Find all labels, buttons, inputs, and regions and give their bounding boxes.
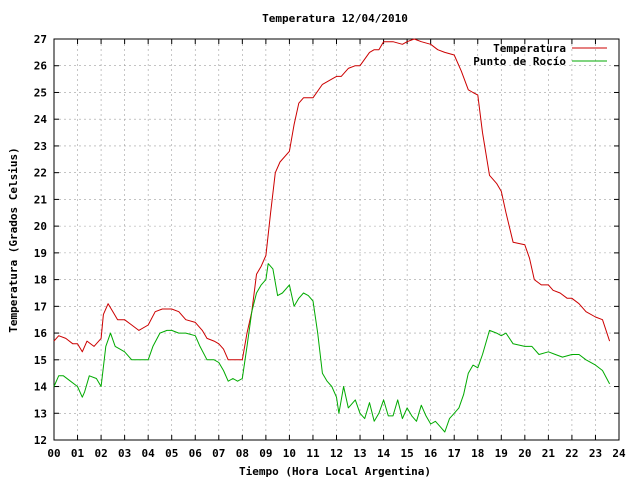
y-tick-label: 21 <box>34 193 48 206</box>
punto-de-rocio-line <box>53 263 611 433</box>
x-tick-label: 22 <box>565 447 578 460</box>
legend-label: Temperatura <box>493 42 566 55</box>
x-tick-label: 09 <box>259 447 272 460</box>
x-tick-label: 08 <box>236 447 249 460</box>
x-tick-label: 14 <box>377 447 391 460</box>
x-tick-label: 15 <box>401 447 414 460</box>
x-tick-label: 20 <box>518 447 531 460</box>
x-tick-label: 24 <box>612 447 626 460</box>
y-tick-label: 12 <box>34 434 47 447</box>
x-tick-label: 19 <box>495 447 508 460</box>
x-axis: 00 01 02 03 04 05 06 07 08 09 10 11 12 13 14 15 16 17 18 19… <box>47 39 626 460</box>
y-tick-label: 19 <box>34 247 47 260</box>
y-tick-label: 27 <box>34 33 47 46</box>
series-lines <box>53 38 611 433</box>
y-tick-label: 26 <box>34 60 48 73</box>
temperatura-line <box>53 38 611 361</box>
x-tick-label: 16 <box>424 447 438 460</box>
y-axis: 12 13 14 15 16 17 18 19 20 21 22 23 24 25 26 27 <box>34 33 619 447</box>
x-tick-label: 03 <box>118 447 131 460</box>
x-tick-label: 07 <box>212 447 225 460</box>
x-tick-label: 01 <box>71 447 85 460</box>
y-tick-label: 24 <box>34 113 48 126</box>
y-tick-label: 22 <box>34 167 47 180</box>
y-tick-label: 25 <box>34 86 47 99</box>
x-tick-label: 18 <box>471 447 484 460</box>
legend-label: Punto de Rocío <box>473 55 566 68</box>
x-tick-label: 13 <box>353 447 366 460</box>
y-tick-label: 13 <box>34 407 47 420</box>
x-tick-label: 04 <box>142 447 156 460</box>
grid-lines <box>54 39 619 440</box>
x-axis-label: Tiempo (Hora Local Argentina) <box>239 465 431 478</box>
y-tick-label: 23 <box>34 140 47 153</box>
y-tick-label: 18 <box>34 274 47 287</box>
x-tick-label: 21 <box>542 447 556 460</box>
y-tick-label: 14 <box>34 381 48 394</box>
x-tick-label: 06 <box>189 447 203 460</box>
y-axis-label: Temperatura (Grados Celsius) <box>7 147 20 332</box>
x-tick-label: 17 <box>448 447 461 460</box>
x-tick-label: 23 <box>589 447 602 460</box>
x-tick-label: 10 <box>283 447 296 460</box>
y-tick-label: 20 <box>34 220 47 233</box>
x-tick-label: 05 <box>165 447 178 460</box>
y-tick-label: 15 <box>34 354 47 367</box>
x-tick-label: 00 <box>47 447 60 460</box>
y-tick-label: 17 <box>34 300 47 313</box>
x-tick-label: 12 <box>330 447 343 460</box>
x-tick-label: 02 <box>94 447 107 460</box>
x-tick-label: 11 <box>306 447 320 460</box>
y-tick-label: 16 <box>34 327 48 340</box>
chart-title: Temperatura 12/04/2010 <box>262 12 408 25</box>
